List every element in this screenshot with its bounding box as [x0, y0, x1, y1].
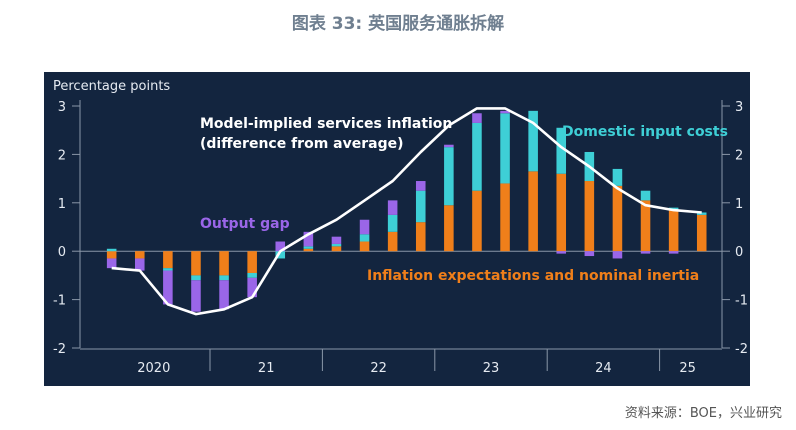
- x-group-label: 24: [595, 361, 612, 376]
- bar-segment: [472, 190, 482, 252]
- source-note: 资料来源：BOE，兴业研究: [624, 406, 782, 421]
- bar-segment: [163, 251, 173, 269]
- x-group-label: 23: [483, 361, 500, 376]
- bar-segment: [472, 122, 482, 191]
- bar-segment: [500, 183, 510, 252]
- bar-segment: [247, 272, 257, 278]
- bar-segment: [556, 127, 567, 174]
- bar-segment: [106, 251, 117, 259]
- figure-title: 图表 33: 英国服务通胀拆解: [291, 14, 505, 34]
- y-tick-label-left: 2: [58, 148, 66, 163]
- annotation-label: Inflation expectations and nominal inert…: [367, 268, 699, 284]
- bar-segment: [612, 251, 623, 259]
- bar-segment: [191, 280, 201, 312]
- line-layer: [111, 107, 702, 316]
- annotation-label: Domestic input costs: [562, 124, 728, 140]
- bar-segment: [106, 258, 117, 269]
- bar-segment: [219, 251, 229, 276]
- bar-segment: [163, 268, 173, 271]
- bar-segment: [640, 200, 651, 252]
- bar-segment: [247, 251, 257, 273]
- y-tick-label-right: 2: [735, 148, 743, 163]
- labels-layer: Model-implied services inflation (differe…: [200, 116, 728, 284]
- bar-segment: [528, 171, 538, 252]
- y-tick-label-right: -1: [735, 294, 748, 309]
- bar-segment: [415, 222, 426, 252]
- bar-segment: [359, 241, 370, 252]
- bar-segment: [134, 251, 145, 259]
- bar-segment: [444, 147, 454, 206]
- annotation-label: (difference from average): [200, 136, 404, 152]
- bar-segment: [584, 251, 595, 257]
- bar-segment: [303, 246, 314, 249]
- bar-segment: [387, 200, 398, 215]
- bar-segment: [134, 258, 145, 271]
- bar-segment: [528, 110, 538, 172]
- bar-segment: [584, 181, 595, 252]
- bar-segment: [696, 212, 707, 215]
- y-tick-label-left: -1: [53, 294, 66, 309]
- bar-segment: [331, 243, 342, 247]
- bar-segment: [415, 181, 426, 191]
- bar-segment: [331, 236, 342, 244]
- y-tick-label-left: 0: [58, 245, 66, 260]
- bar-segment: [106, 248, 117, 252]
- bar-segment: [472, 113, 482, 123]
- bar-segment: [444, 144, 454, 148]
- bar-segment: [387, 214, 398, 232]
- bar-segment: [275, 241, 286, 252]
- bar-segment: [696, 214, 707, 252]
- annotation-label: Model-implied services inflation: [200, 116, 452, 132]
- bar-segment: [444, 205, 454, 252]
- y-tick-label-left: 1: [58, 197, 66, 212]
- x-group-label: 22: [370, 361, 387, 376]
- bar-segment: [247, 277, 257, 298]
- bar-segment: [500, 110, 510, 114]
- bar-segment: [359, 234, 370, 242]
- x-group-label: 2020: [137, 361, 170, 376]
- bar-segment: [191, 275, 201, 281]
- bar-segment: [556, 173, 567, 252]
- bar-segment: [191, 251, 201, 276]
- bar-segment: [668, 251, 679, 254]
- y-tick-label-right: 0: [735, 245, 743, 260]
- bar-segment: [219, 275, 229, 281]
- chart-panel: -2 -2 -1 -1 0 0 1 1 2 2 3 3 2020 21 22 23 24 25 Model-imp…: [44, 72, 750, 386]
- bar-segment: [387, 231, 398, 252]
- bar-segment: [331, 246, 342, 252]
- bar-segment: [612, 168, 623, 186]
- bar-segment: [640, 251, 651, 254]
- bar-segment: [556, 251, 567, 254]
- y-tick-label-right: 1: [735, 197, 743, 212]
- bar-segment: [219, 280, 229, 310]
- y-tick-label-right: 3: [735, 100, 743, 115]
- y-axis-label: Percentage points: [53, 79, 170, 94]
- x-group-label: 21: [258, 361, 275, 376]
- model-implied-line: [111, 107, 702, 316]
- y-tick-label-left: -2: [53, 342, 66, 357]
- x-group-label: 25: [679, 361, 696, 376]
- y-tick-label-right: -2: [735, 342, 748, 357]
- bar-segment: [668, 210, 679, 252]
- bar-segment: [303, 231, 314, 247]
- y-tick-label-left: 3: [58, 100, 66, 115]
- annotation-label: Output gap: [200, 216, 290, 232]
- bar-segment: [415, 190, 426, 223]
- bar-segment: [612, 185, 623, 252]
- bar-segment: [640, 190, 651, 201]
- bar-segment: [303, 248, 314, 252]
- bar-segment: [163, 270, 173, 305]
- bar-segment: [500, 113, 510, 184]
- bar-segment: [275, 251, 286, 259]
- bars-layer: [106, 110, 707, 312]
- bar-segment: [359, 219, 370, 235]
